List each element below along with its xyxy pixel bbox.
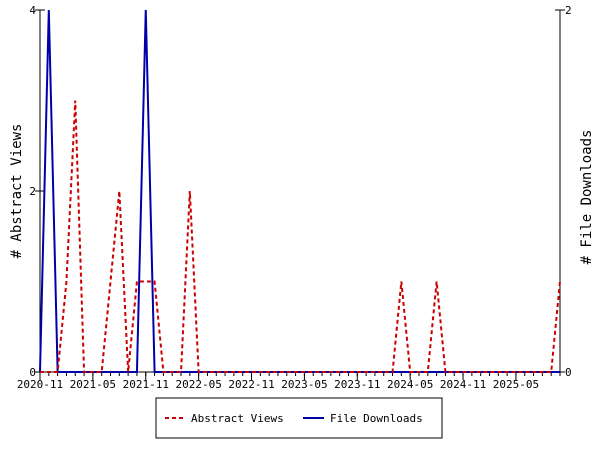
x-tick-label: 2021-05	[70, 378, 116, 391]
y-right-tick-label: 2	[565, 4, 572, 17]
y-right-tick-label: 0	[565, 366, 572, 379]
legend-label-abstract-views: Abstract Views	[191, 412, 284, 425]
y-axis-right-title: # File Downloads	[579, 130, 595, 265]
series-line-file-downloads	[39, 9, 560, 373]
x-tick-label: 2023-05	[281, 378, 327, 391]
series-line-abstract-views	[40, 100, 561, 373]
x-tick-label: 2025-05	[493, 378, 539, 391]
y-left-tick-label: 0	[29, 366, 36, 379]
x-tick-label: 2022-05	[175, 378, 221, 391]
legend-box	[155, 397, 443, 439]
y-left-tick-label: 4	[29, 4, 36, 17]
legend: Abstract Views File Downloads	[155, 397, 443, 439]
x-tick-label: 2020-11	[17, 378, 63, 391]
x-tick-label: 2024-11	[440, 378, 486, 391]
x-tick-label: 2023-11	[334, 378, 380, 391]
x-tick-label: 2024-05	[387, 378, 433, 391]
x-tick-label: 2021-11	[123, 378, 169, 391]
y-left-tick-label: 2	[29, 185, 36, 198]
plot-frame	[39, 10, 561, 373]
series-layer	[39, 9, 561, 373]
legend-label-file-downloads: File Downloads	[330, 412, 423, 425]
x-axis: 2020-11 2021-05 2021-11 2022-05 2022-11 2023-…	[17, 372, 561, 391]
y-axis-right: 02	[555, 4, 572, 379]
x-tick-label: 2022-11	[228, 378, 274, 391]
y-axis-left-title: # Abstract Views	[9, 124, 25, 259]
y-axis-left: 0 2 4	[29, 4, 45, 379]
